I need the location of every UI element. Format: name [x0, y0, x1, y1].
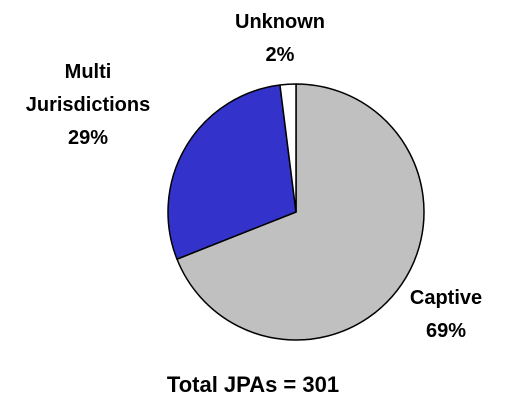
- slice-value: 2%: [265, 44, 295, 66]
- slice-name: Multi Jurisdictions: [25, 61, 151, 116]
- pie-slice: [279, 83, 297, 213]
- slice-value: 29%: [67, 127, 109, 149]
- slice-label: Multi Jurisdictions 29%: [13, 56, 163, 155]
- chart-title: Total JPAs = 301: [166, 372, 340, 397]
- slice-label: Captive 69%: [386, 282, 506, 348]
- pie-slice: [167, 84, 297, 260]
- slice-label: Unknown 2%: [220, 6, 340, 72]
- slice-name: Unknown: [235, 11, 325, 33]
- slice-value: 69%: [425, 320, 467, 342]
- pie-slice: [176, 83, 425, 341]
- slice-name: Captive: [409, 287, 483, 309]
